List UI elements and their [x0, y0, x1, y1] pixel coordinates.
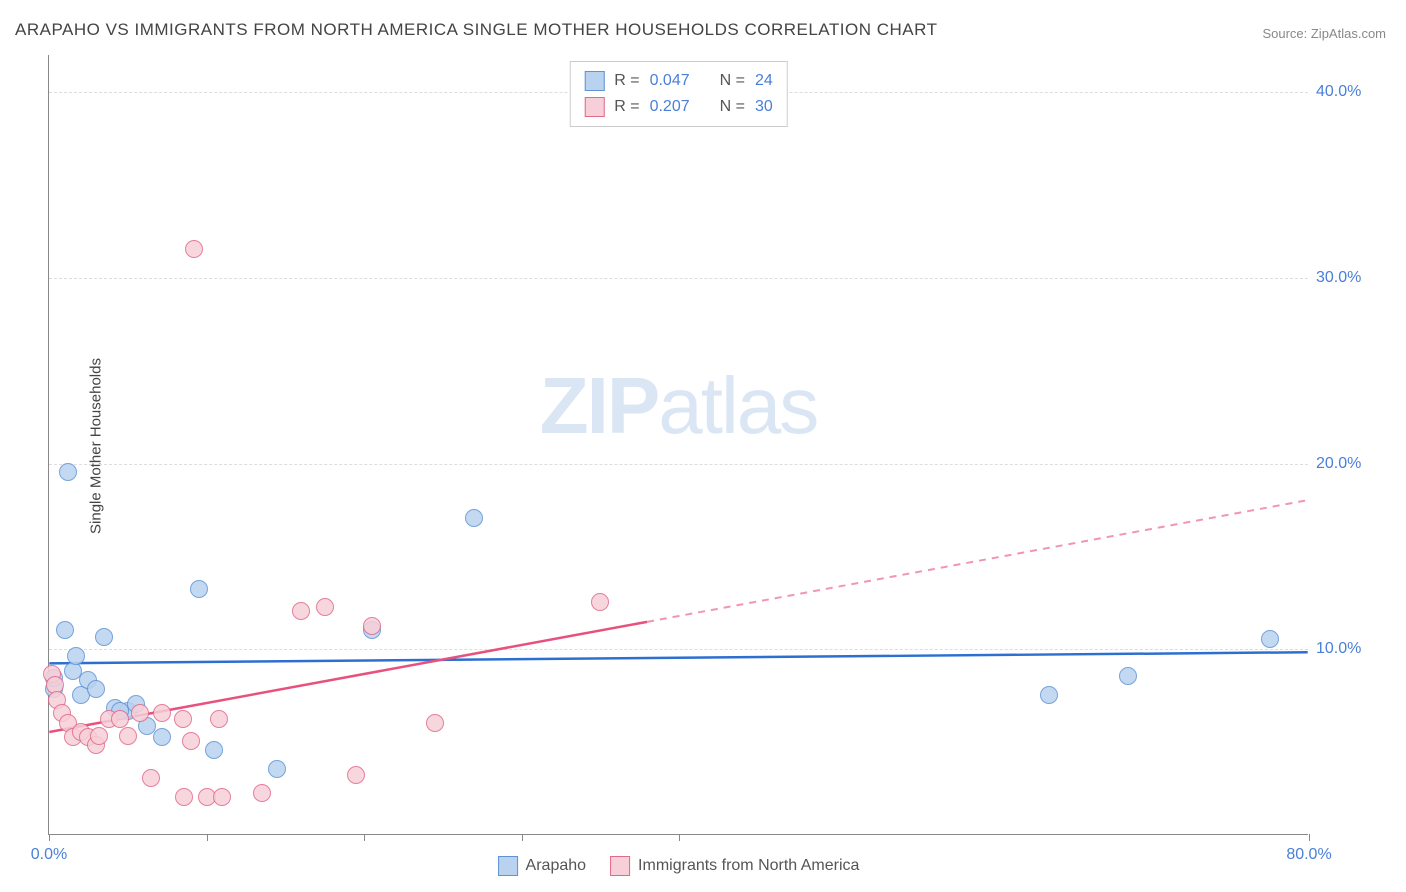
legend-r-label: R =: [614, 94, 639, 120]
x-tick: [1309, 834, 1310, 841]
trend-lines: [49, 55, 1308, 834]
x-tick: [364, 834, 365, 841]
data-point-immigrants: [292, 602, 310, 620]
data-point-immigrants: [175, 788, 193, 806]
data-point-immigrants: [253, 784, 271, 802]
legend-label: Arapaho: [526, 857, 587, 875]
x-tick: [49, 834, 50, 841]
correlation-legend: R = 0.047 N = 24 R = 0.207 N = 30: [569, 61, 788, 127]
watermark-zip: ZIP: [540, 361, 658, 450]
data-point-arapaho: [87, 680, 105, 698]
legend-r-value: 0.047: [650, 68, 690, 94]
data-point-arapaho: [1040, 686, 1058, 704]
data-point-arapaho: [205, 741, 223, 759]
data-point-arapaho: [59, 463, 77, 481]
series-legend: Arapaho Immigrants from North America: [498, 856, 860, 876]
y-tick-label: 30.0%: [1316, 269, 1396, 287]
gridline: [49, 464, 1308, 465]
plot-area: ZIPatlas 10.0%20.0%30.0%40.0% R = 0.047 …: [48, 55, 1308, 835]
data-point-immigrants: [213, 788, 231, 806]
data-point-immigrants: [210, 710, 228, 728]
x-axis-min-label: 0.0%: [31, 846, 67, 864]
x-tick: [522, 834, 523, 841]
data-point-immigrants: [363, 617, 381, 635]
legend-n-label: N =: [720, 94, 745, 120]
x-tick: [679, 834, 680, 841]
data-point-immigrants: [111, 710, 129, 728]
legend-n-label: N =: [720, 68, 745, 94]
data-point-arapaho: [1119, 667, 1137, 685]
legend-row-immigrants: R = 0.207 N = 30: [584, 94, 773, 120]
legend-n-value: 30: [755, 94, 773, 120]
data-point-arapaho: [95, 628, 113, 646]
data-point-arapaho: [153, 728, 171, 746]
data-point-immigrants: [185, 240, 203, 258]
watermark: ZIPatlas: [540, 360, 817, 452]
data-point-arapaho: [190, 580, 208, 598]
legend-label: Immigrants from North America: [638, 857, 859, 875]
data-point-immigrants: [131, 704, 149, 722]
y-tick-label: 10.0%: [1316, 640, 1396, 658]
gridline: [49, 278, 1308, 279]
data-point-arapaho: [1261, 630, 1279, 648]
legend-n-value: 24: [755, 68, 773, 94]
legend-swatch-arapaho: [584, 71, 604, 91]
legend-swatch-arapaho-icon: [498, 856, 518, 876]
watermark-atlas: atlas: [658, 361, 817, 450]
y-tick-label: 40.0%: [1316, 83, 1396, 101]
legend-swatch-immigrants: [584, 97, 604, 117]
x-axis-max-label: 80.0%: [1286, 846, 1331, 864]
data-point-immigrants: [119, 727, 137, 745]
legend-swatch-immigrants-icon: [610, 856, 630, 876]
data-point-arapaho: [56, 621, 74, 639]
data-point-immigrants: [426, 714, 444, 732]
legend-r-label: R =: [614, 68, 639, 94]
y-tick-label: 20.0%: [1316, 455, 1396, 473]
trend-line-arapaho: [49, 652, 1307, 663]
chart-title: ARAPAHO VS IMMIGRANTS FROM NORTH AMERICA…: [15, 20, 937, 40]
data-point-immigrants: [347, 766, 365, 784]
source-attribution: Source: ZipAtlas.com: [1262, 26, 1386, 41]
data-point-immigrants: [182, 732, 200, 750]
data-point-immigrants: [316, 598, 334, 616]
legend-item-arapaho: Arapaho: [498, 856, 587, 876]
legend-row-arapaho: R = 0.047 N = 24: [584, 68, 773, 94]
legend-item-immigrants: Immigrants from North America: [610, 856, 859, 876]
data-point-arapaho: [465, 509, 483, 527]
gridline: [49, 649, 1308, 650]
data-point-arapaho: [268, 760, 286, 778]
data-point-arapaho: [67, 647, 85, 665]
data-point-immigrants: [591, 593, 609, 611]
legend-r-value: 0.207: [650, 94, 690, 120]
data-point-immigrants: [90, 727, 108, 745]
data-point-immigrants: [174, 710, 192, 728]
data-point-immigrants: [153, 704, 171, 722]
x-tick: [207, 834, 208, 841]
data-point-immigrants: [142, 769, 160, 787]
trend-line-dash-immigrants: [647, 500, 1308, 622]
